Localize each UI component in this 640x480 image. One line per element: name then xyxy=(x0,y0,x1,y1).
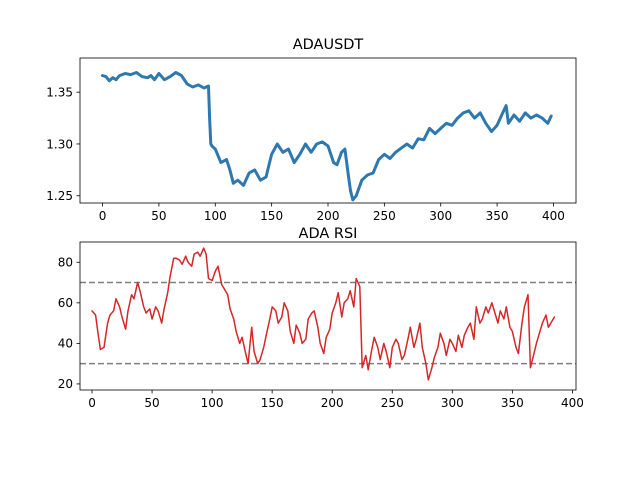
price-y-tick-label: 1.25 xyxy=(46,189,73,203)
price-x-tick-label: 150 xyxy=(260,209,283,223)
price-chart-title: ADAUSDT xyxy=(293,37,364,53)
price-x-tick-label: 350 xyxy=(486,209,509,223)
rsi-x-axis: 0 50 100 150 200 250 300 350 400 xyxy=(88,390,584,410)
price-x-tick-label: 250 xyxy=(373,209,396,223)
price-y-tick-label: 1.35 xyxy=(46,85,73,99)
rsi-reference-lines xyxy=(80,281,576,365)
rsi-x-tick-label: 150 xyxy=(261,396,284,410)
rsi-x-tick-label: 0 xyxy=(88,396,96,410)
rsi-series-line-0 xyxy=(91,247,556,381)
rsi-chart-title: ADA RSI xyxy=(299,226,358,242)
rsi-y-tick-label: 40 xyxy=(58,337,73,351)
rsi-x-tick-label: 400 xyxy=(561,396,584,410)
price-y-axis: 1.25 1.30 1.35 xyxy=(46,85,80,203)
price-x-tick-label: 0 xyxy=(99,209,107,223)
rsi-x-tick-label: 350 xyxy=(501,396,524,410)
rsi-x-tick-label: 100 xyxy=(201,396,224,410)
rsi-y-axis: 20 40 60 80 xyxy=(58,256,80,391)
rsi-y-tick-label: 80 xyxy=(58,256,73,270)
rsi-x-tick-label: 300 xyxy=(441,396,464,410)
rsi-y-tick-label: 60 xyxy=(58,296,73,310)
rsi-y-tick-label: 20 xyxy=(58,377,73,391)
rsi-series-layer xyxy=(91,247,556,381)
price-y-tick-label: 1.30 xyxy=(46,137,73,151)
rsi-chart-axes xyxy=(79,241,577,391)
price-x-tick-label: 200 xyxy=(317,209,340,223)
price-chart: ADAUSDT 0 50 100 150 200 250 300 350 400 1.25 1.3… xyxy=(46,37,577,223)
price-series-layer xyxy=(101,71,553,202)
rsi-x-tick-label: 250 xyxy=(381,396,404,410)
price-x-tick-label: 300 xyxy=(429,209,452,223)
price-x-tick-label: 100 xyxy=(204,209,227,223)
rsi-x-tick-label: 200 xyxy=(321,396,344,410)
price-x-axis: 0 50 100 150 200 250 300 350 400 xyxy=(99,203,565,223)
rsi-x-tick-label: 50 xyxy=(144,396,159,410)
rsi-chart: ADA RSI 0 50 100 150 200 250 300 350 400 20 40 60 8… xyxy=(58,226,584,410)
price-x-tick-label: 50 xyxy=(151,209,166,223)
price-x-tick-label: 400 xyxy=(542,209,565,223)
price-series-line-0 xyxy=(101,71,553,202)
